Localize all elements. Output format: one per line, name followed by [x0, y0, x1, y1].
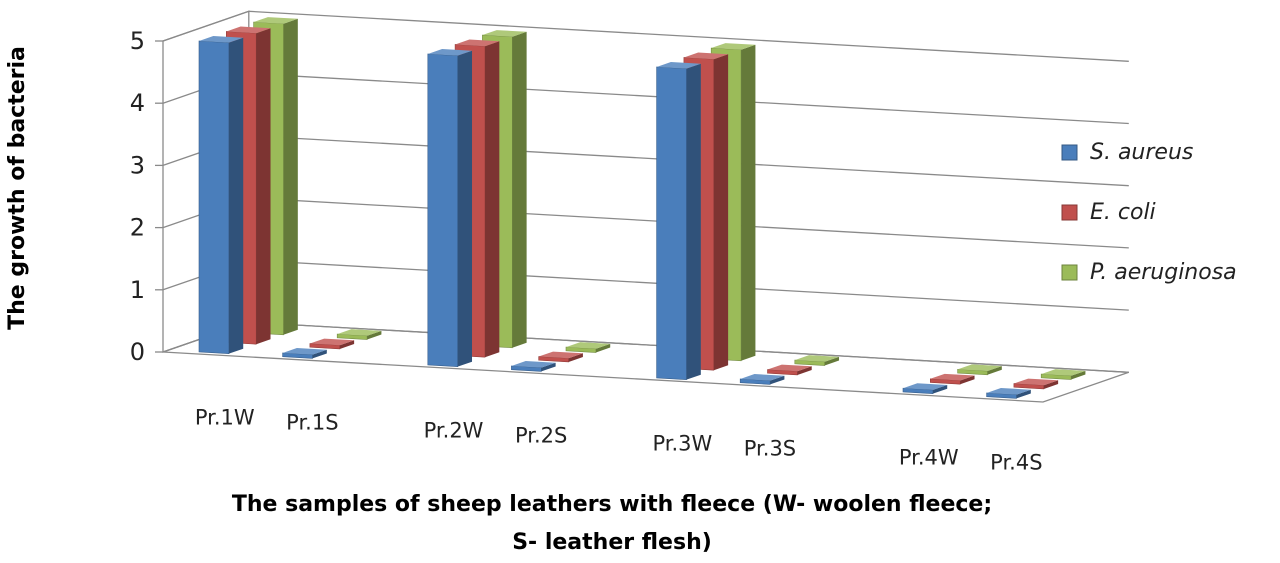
bar	[309, 338, 355, 350]
gridline	[162, 10, 1129, 62]
y-axis-ticks: 0 1 2 3 4 5	[130, 27, 163, 366]
x-category-label: Pr.1W	[195, 406, 255, 430]
bars	[198, 17, 1086, 399]
x-category-label: Pr.4W	[899, 446, 959, 470]
bar	[336, 329, 382, 340]
y-tick-label: 2	[130, 214, 145, 242]
floor-plane	[162, 321, 1130, 403]
x-axis-categories: Pr.1W Pr.1S Pr.2W Pr.2S Pr.3W Pr.3S Pr.4W Pr.4S	[195, 406, 1043, 475]
gridline	[162, 135, 1129, 187]
bar	[538, 351, 583, 363]
y-tick-label: 0	[130, 338, 145, 366]
bar	[957, 364, 1002, 376]
x-axis-label-line-2: S- leather flesh)	[512, 530, 712, 555]
x-category-label: Pr.2S	[515, 423, 567, 447]
legend-swatch	[1061, 144, 1078, 161]
legend-label: E. coli	[1090, 200, 1156, 225]
legend-swatch	[1061, 204, 1078, 221]
y-tick-label: 1	[130, 276, 145, 304]
bar	[198, 36, 244, 354]
bar	[282, 348, 327, 359]
gridline	[162, 321, 1129, 373]
y-tick-label: 5	[130, 27, 145, 55]
y-tick-label: 3	[130, 151, 145, 179]
gridline	[162, 259, 1129, 311]
legend-label: P. aeruginosa	[1090, 260, 1237, 285]
bar	[427, 49, 473, 367]
x-axis-label-line-1: The samples of sheep leathers with fleec…	[232, 492, 992, 517]
bar	[656, 62, 701, 380]
bar	[929, 373, 975, 385]
legend-item: S. aureus	[1061, 140, 1193, 165]
x-category-label: Pr.1S	[286, 410, 338, 434]
gridlines	[162, 10, 1129, 373]
bar	[511, 361, 556, 372]
gridline	[162, 197, 1129, 249]
x-category-label: Pr.3W	[652, 432, 712, 456]
legend: S. aureus E. coli P. aeruginosa	[1061, 140, 1237, 285]
x-category-label: Pr.3S	[744, 436, 796, 460]
x-category-label: Pr.4S	[990, 450, 1042, 474]
legend-label: S. aureus	[1090, 140, 1193, 165]
gridline	[162, 72, 1129, 125]
bar	[767, 364, 812, 376]
bar	[986, 388, 1031, 399]
bar	[565, 342, 611, 353]
x-category-label: Pr.2W	[424, 419, 484, 443]
y-tick-label: 4	[130, 89, 145, 117]
legend-swatch	[1061, 264, 1078, 281]
bar	[739, 374, 785, 385]
bar	[902, 383, 948, 394]
bar	[794, 355, 840, 366]
chart-walls	[162, 10, 1130, 403]
legend-item: E. coli	[1061, 200, 1156, 225]
bar	[1013, 378, 1059, 390]
y-axis-label: The growth of bacteria	[5, 46, 30, 330]
legend-item: P. aeruginosa	[1061, 260, 1237, 285]
bar	[1040, 369, 1086, 380]
